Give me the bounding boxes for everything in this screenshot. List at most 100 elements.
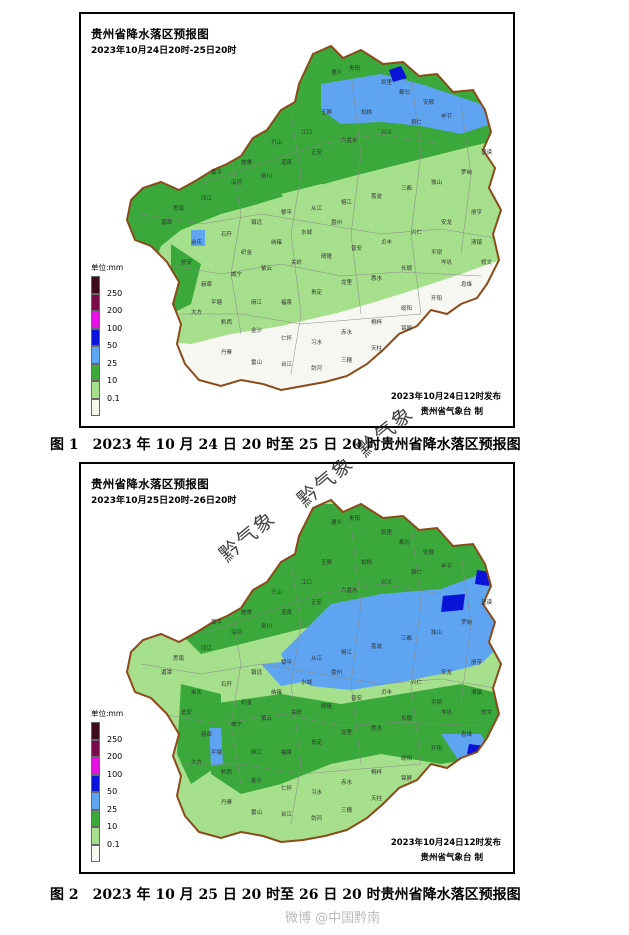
city-label: 三穗 — [341, 806, 353, 814]
city-label: 从江 — [311, 205, 323, 212]
city-label: 龙里 — [341, 728, 353, 736]
map-title: 贵州省降水落区预报图 — [91, 27, 209, 41]
city-label: 纳雍 — [271, 238, 283, 246]
city-label: 水城 — [301, 228, 313, 236]
city-label: 湄潭 — [161, 218, 173, 226]
city-label: 遵义 — [331, 68, 343, 76]
city-label: 平塘 — [211, 748, 223, 756]
city-label: 黔西 — [221, 768, 233, 776]
city-label: 铜仁 — [411, 568, 423, 576]
legend-label: 10 — [107, 376, 118, 385]
legend-level: 50 — [91, 774, 151, 796]
city-label: 麻江 — [251, 298, 263, 306]
city-label: 沿河 — [231, 628, 243, 636]
city-label: 玉屏 — [321, 109, 333, 116]
legend-label: 250 — [107, 288, 123, 298]
forecast-map-panel-2: 遵义 贵阳 凯里 都匀 安顺 毕节 铜仁 兴义 六盘水 正安 道真 务川 沿河 印江 思南 湄潭 余庆 石阡 镇远 黎… — [79, 462, 515, 874]
city-label: 册亨 — [471, 658, 483, 666]
legend-label: 100 — [107, 769, 123, 779]
legend-level: 0.1 — [91, 827, 151, 849]
map-period: 2023年10月25日20时-26日20时 — [91, 496, 237, 506]
city-label: 威宁 — [231, 270, 243, 278]
legend-swatch — [91, 809, 100, 827]
city-label: 息烽 — [461, 730, 473, 738]
city-label: 开阳 — [431, 294, 442, 302]
city-label: 独山 — [431, 178, 442, 186]
legend-unit: 单位:mm — [91, 263, 124, 272]
city-label: 金沙 — [251, 776, 263, 784]
city-label: 紫云 — [261, 265, 273, 272]
city-label: 黎平 — [281, 658, 293, 666]
legend-label: 250 — [107, 734, 123, 744]
city-label: 三穗 — [341, 356, 353, 364]
legend-level: 25 — [91, 792, 151, 814]
city-label: 雷山 — [251, 808, 262, 816]
city-label: 平坝 — [431, 248, 443, 256]
city-label: 紫云 — [261, 715, 273, 722]
legend-level: 200 — [91, 293, 151, 315]
city-label: 织金 — [241, 698, 253, 706]
legend-level: 100 — [91, 311, 151, 333]
city-label: 剑河 — [311, 364, 323, 372]
legend-label: 0.1 — [107, 839, 120, 849]
legend-level: 10 — [91, 809, 151, 831]
city-label: 岑巩 — [441, 708, 453, 716]
agency-label: 贵州省气象台 制 — [420, 853, 483, 863]
city-label: 龙里 — [341, 278, 353, 286]
city-label: 兴义 — [381, 578, 393, 586]
city-label: 黄平 — [211, 168, 223, 176]
city-label: 习水 — [311, 788, 323, 796]
legend-level — [91, 844, 151, 862]
city-label: 贵阳 — [349, 514, 360, 522]
city-label: 仁怀 — [281, 784, 293, 792]
city-label: 罗甸 — [461, 168, 473, 176]
city-label: 黄平 — [211, 618, 223, 626]
city-label: 遵义 — [331, 518, 343, 526]
zone-25-50 — [321, 74, 491, 134]
city-label: 都匀 — [399, 538, 410, 546]
city-label: 绥阳 — [401, 754, 412, 762]
city-label: 关岭 — [291, 258, 303, 266]
city-label: 台江 — [281, 360, 293, 368]
legend-label: 200 — [107, 306, 123, 315]
guizhou-border — [125, 44, 503, 392]
city-label: 锦屏 — [401, 324, 413, 332]
city-label: 雷山 — [251, 358, 262, 366]
city-label: 务川 — [261, 622, 272, 630]
legend-level: 200 — [91, 739, 151, 761]
city-label: 安龙 — [441, 668, 453, 676]
city-label: 福泉 — [281, 748, 293, 756]
city-label: 开阳 — [431, 744, 442, 752]
city-label: 长顺 — [401, 264, 413, 272]
city-label: 关岭 — [291, 708, 303, 716]
city-label: 江口 — [301, 579, 312, 586]
legend-unit: 单位:mm — [91, 709, 124, 718]
forecast-map-panel-1: 遵义 贵阳 凯里 都匀 安顺 毕节 铜仁 兴义 六盘水 正安 道真 务川 沿河 印江 思南 湄潭 余庆 石阡 镇远 黎… — [79, 12, 515, 428]
city-label: 万山 — [271, 588, 282, 596]
city-label: 余庆 — [191, 238, 203, 246]
city-label: 金沙 — [251, 326, 263, 334]
city-label: 晴隆 — [321, 702, 333, 710]
city-label: 平塘 — [211, 298, 223, 306]
city-label: 息烽 — [461, 280, 473, 288]
legend-label: 50 — [107, 787, 118, 796]
city-label: 习水 — [311, 338, 323, 346]
city-label: 贵阳 — [349, 64, 360, 72]
city-label: 从江 — [311, 655, 323, 662]
legend-level: 50 — [91, 328, 151, 350]
map-period: 2023年10月24日20时-25日20时 — [91, 46, 237, 56]
city-label: 六盘水 — [341, 136, 358, 144]
city-label: 万山 — [271, 138, 282, 146]
city-label: 册亨 — [471, 208, 483, 216]
city-label: 修文 — [481, 258, 493, 266]
legend-level: 250 — [91, 722, 151, 744]
city-label: 望谟 — [481, 148, 493, 156]
legend-level: 250 — [91, 276, 151, 298]
city-label: 天柱 — [371, 794, 383, 802]
city-label: 印江 — [201, 645, 213, 652]
legend-swatch — [91, 381, 100, 399]
city-label: 晴隆 — [321, 252, 333, 260]
city-label: 黔西 — [221, 318, 233, 326]
